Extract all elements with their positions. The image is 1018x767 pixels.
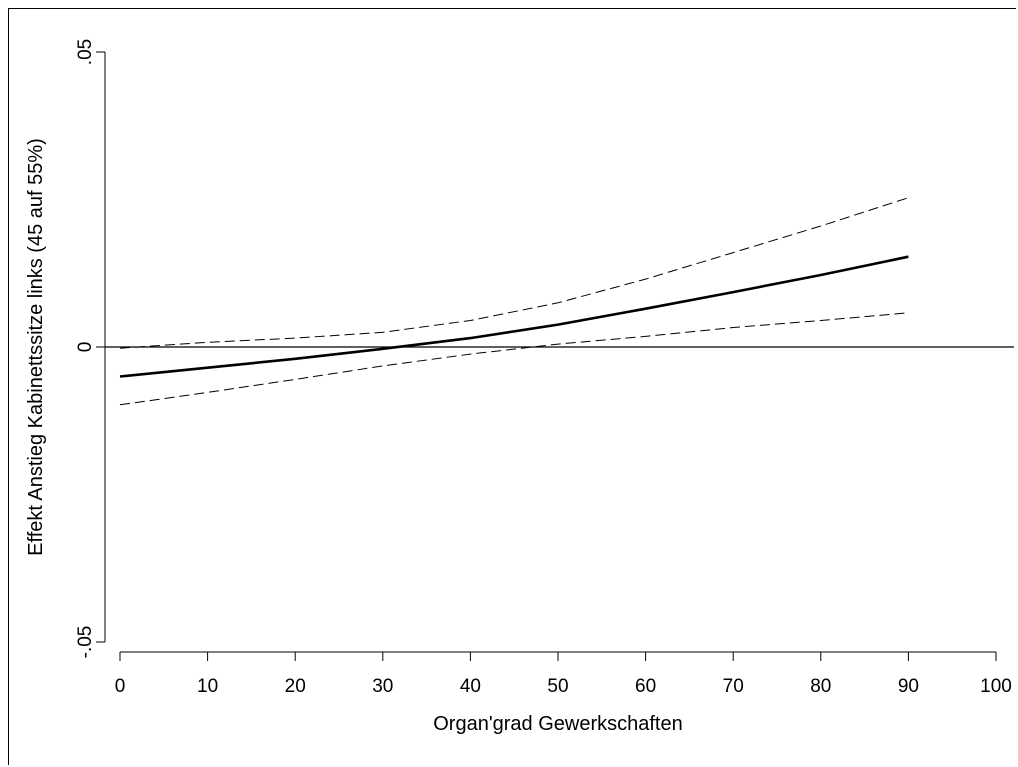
x-tick-label: 0 <box>115 676 126 697</box>
upper-confidence-line <box>119 197 909 349</box>
x-tick-label: 20 <box>285 676 306 697</box>
y-tick-label: 0 <box>75 342 96 353</box>
y-tick-label: .05 <box>75 39 96 65</box>
x-tick-label: 100 <box>980 676 1012 697</box>
y-axis-title: Effekt Anstieg Kabinettssitze links (45 … <box>25 138 47 556</box>
x-tick-label: 10 <box>197 676 218 697</box>
x-tick-label: 50 <box>547 676 568 697</box>
axes: -.05 0 .05 0 10 20 30 40 50 60 70 80 90 100 <box>75 39 1014 697</box>
x-tick-label: 80 <box>810 676 831 697</box>
x-tick-label: 70 <box>723 676 744 697</box>
x-axis-title: Organ'grad Gewerkschaften <box>433 713 683 735</box>
plot-frame <box>8 8 1016 765</box>
x-tick-label: 60 <box>635 676 656 697</box>
series-layer <box>119 197 909 406</box>
x-tick-label: 30 <box>372 676 393 697</box>
effect-estimate-line <box>119 255 909 378</box>
x-tick-label: 90 <box>898 676 919 697</box>
y-tick-label: -.05 <box>75 626 96 659</box>
lower-confidence-line <box>119 312 909 406</box>
x-tick-label: 40 <box>460 676 481 697</box>
